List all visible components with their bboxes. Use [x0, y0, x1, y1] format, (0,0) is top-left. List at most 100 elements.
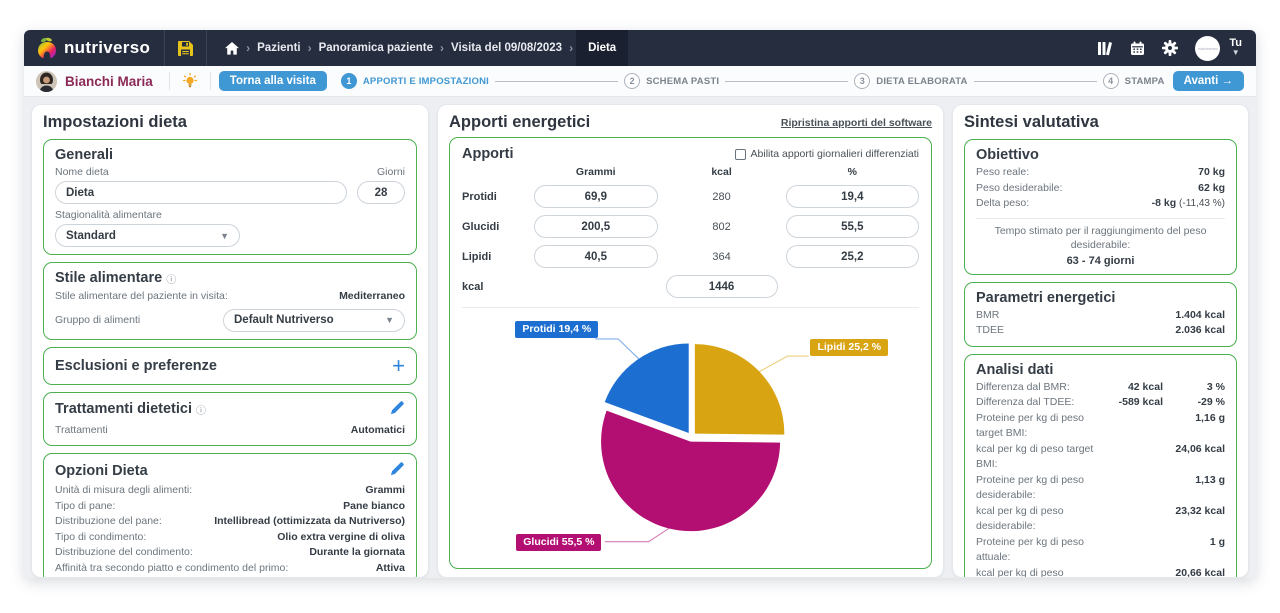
toolbar-divider [209, 72, 211, 90]
pie-slice-protidi [604, 343, 689, 434]
opzione-row: Unità di misura degli alimenti: Grammi [55, 484, 405, 496]
diet-settings-panel: Impostazioni dieta Generali Nome dieta G… [31, 104, 429, 578]
obiettivo-section: Obiettivo Peso reale: 70 kg Peso desidera… [964, 139, 1237, 275]
pie-label-protidi: Protidi 19,4 % [515, 321, 599, 338]
user-menu[interactable]: Tu ▼ [1229, 38, 1242, 58]
analisi-dati-section: Analisi dati Differenza dal BMR: 42 kcal 3… [964, 353, 1237, 578]
gruppo-alimenti-select[interactable]: Default Nutriverso ▼ [223, 308, 405, 332]
pie-leader-line [753, 355, 809, 376]
apporti-heading: Apporti [462, 146, 514, 162]
lightbulb-icon[interactable] [178, 73, 202, 89]
lipidi-pct-input[interactable] [785, 245, 919, 268]
opzione-row: Affinità tra secondo piatto e condimento… [55, 561, 405, 574]
esclusioni-section: Esclusioni e preferenze + [43, 346, 417, 385]
gear-icon[interactable] [1162, 40, 1179, 56]
opzioni-heading: Opzioni Dieta [55, 462, 148, 479]
step-stampa[interactable]: 4 STAMPA [1102, 73, 1165, 89]
stepper-line [495, 80, 619, 82]
stile-paziente-value: Mediterraneo [339, 290, 405, 302]
step-dieta-elaborata[interactable]: 3 DIETA ELABORATA [854, 73, 967, 89]
nome-dieta-input[interactable] [55, 181, 347, 204]
top-navbar: nutriverso › Pazienti › P [24, 30, 1256, 66]
patient-toolbar: Bianchi Maria Torna alla visita 1 APPORT… [24, 66, 1256, 97]
pencil-icon[interactable] [390, 461, 405, 480]
summary-title: Sintesi valutativa [964, 113, 1099, 131]
section-divider [976, 217, 1225, 219]
row-label-protidi: Protidi [462, 190, 497, 203]
stepper-line [725, 80, 849, 82]
table-chart-divider [462, 307, 919, 308]
calendar-icon[interactable] [1130, 41, 1145, 56]
glucidi-grams-input[interactable] [534, 215, 658, 238]
row-label-glucidi: Glucidi [462, 220, 500, 233]
breadcrumb-active-dieta[interactable]: Dieta [576, 30, 629, 66]
nome-dieta-label: Nome dieta [55, 166, 109, 178]
protidi-grams-input[interactable] [534, 185, 658, 208]
lipidi-grams-input[interactable] [534, 245, 658, 268]
info-icon[interactable]: ⓘ [195, 405, 206, 417]
col-header-kcal: kcal [711, 166, 732, 178]
chevron-down-icon: ▼ [1231, 48, 1240, 57]
stile-heading: Stile alimentare [55, 270, 163, 286]
analisi-row: Proteine per kg di peso target BMI: 1,16 … [976, 411, 1225, 440]
stagionalita-label: Stagionalità alimentare [55, 209, 162, 221]
info-icon[interactable]: ⓘ [166, 274, 177, 286]
home-icon[interactable] [217, 30, 243, 66]
chevron-down-icon: ▼ [385, 315, 394, 325]
lipidi-kcal-value: 364 [712, 250, 731, 263]
back-to-visit-button[interactable]: Torna alla visita [218, 71, 327, 91]
kcal-total-input[interactable] [665, 275, 778, 298]
trattamenti-heading: Trattamenti dietetici [55, 401, 192, 417]
brand-apple-icon [36, 36, 58, 60]
glucidi-kcal-value: 802 [712, 220, 731, 233]
pie-slice-glucidi [601, 410, 781, 532]
step-schema-pasti[interactable]: 2 SCHEMA PASTI [624, 73, 719, 89]
user-avatar[interactable]: nutriverso [1195, 35, 1221, 61]
obiettivo-heading: Obiettivo [976, 147, 1039, 163]
breadcrumb-panoramica-paziente[interactable]: Panoramica paziente [318, 42, 434, 54]
tempo-stimato-label: Tempo stimato per il raggiungimento del … [994, 224, 1207, 251]
pencil-icon[interactable] [390, 400, 405, 419]
add-icon[interactable]: + [392, 352, 405, 378]
stagionalita-select[interactable]: Standard ▼ [55, 224, 240, 247]
peso-desiderabile-row: Peso desiderabile: 62 kg [976, 181, 1225, 194]
patient-avatar[interactable] [36, 70, 57, 92]
toolbar-divider [168, 72, 170, 90]
brand-logo[interactable]: nutriverso [24, 30, 164, 66]
opzione-row: Distribuzione del pane: Intellibread (ott… [55, 515, 405, 527]
protidi-kcal-value: 280 [712, 190, 731, 203]
checkbox-icon [734, 148, 746, 160]
patient-name: Bianchi Maria [65, 73, 153, 89]
stile-alimentare-section: Stile alimentare ⓘ Stile alimentare del … [43, 262, 417, 340]
parametri-energetici-section: Parametri energetici BMR 1.404 kcal TDEE 2… [964, 281, 1237, 347]
app-window: nutriverso › Pazienti › P [24, 30, 1256, 578]
next-button[interactable]: Avanti → [1172, 71, 1244, 91]
daily-intakes-checkbox[interactable]: Abilita apporti giornalieri differenziat… [734, 148, 919, 160]
reset-intakes-link[interactable]: Ripristina apporti del software [780, 116, 932, 129]
giorni-input[interactable] [357, 181, 405, 204]
pie-label-glucidi: Glucidi 55,5 % [516, 534, 602, 551]
pie-label-lipidi: Lipidi 25,2 % [810, 339, 889, 356]
breadcrumb-visita[interactable]: Visita del 09/08/2023 [451, 42, 563, 54]
gruppo-alimenti-label: Gruppo di alimenti [55, 314, 141, 326]
macronutrient-pie-chart: Lipidi 25,2 % Glucidi 55,5 % Protidi 19,4 … [462, 308, 919, 564]
generali-heading: Generali [55, 147, 114, 163]
breadcrumb-pazienti[interactable]: Pazienti [257, 42, 301, 54]
pie-leader-line [595, 338, 648, 367]
trattamenti-label: Trattamenti [55, 423, 108, 436]
analisi-row: Differenza dal TDEE: -589 kcal -29 % [976, 396, 1225, 408]
col-header-pct: % [847, 166, 857, 178]
protidi-pct-input[interactable] [785, 185, 919, 208]
analisi-row: kcal per kg di peso desiderabile: 23,32 k… [976, 504, 1225, 533]
breadcrumb-separator-icon: › [307, 41, 312, 55]
user-menu-label: Tu [1229, 37, 1242, 49]
step-apporti-impostazioni[interactable]: 1 APPORTI E IMPOSTAZIONI [340, 73, 489, 89]
row-label-lipidi: Lipidi [462, 250, 492, 263]
library-icon[interactable] [1097, 41, 1113, 56]
save-button[interactable] [177, 40, 194, 57]
opzioni-dieta-section: Opzioni Dieta Unità di misura degli alim… [43, 453, 417, 577]
glucidi-pct-input[interactable] [785, 215, 919, 238]
analisi-row: Proteine per kg di peso attuale: 1 g [976, 535, 1225, 564]
breadcrumb-separator-icon: › [569, 41, 574, 55]
analisi-row: kcal per kg di peso attuale:20,66 kcal [976, 566, 1225, 578]
